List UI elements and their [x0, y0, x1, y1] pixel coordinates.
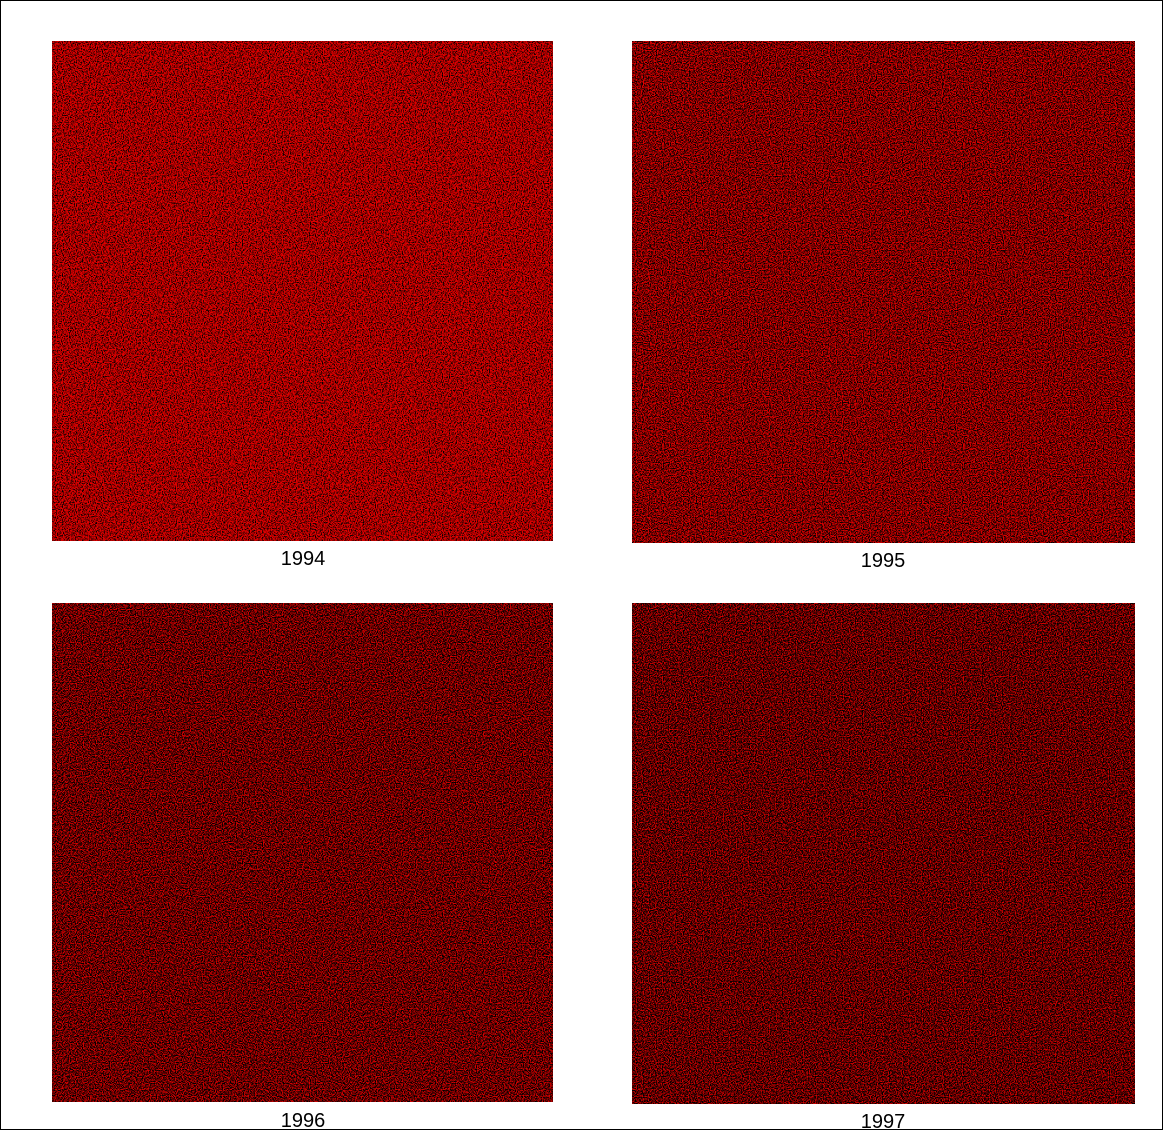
panel-label: 1995	[861, 550, 906, 572]
panel: 1996	[52, 603, 553, 1130]
panel: 1994	[52, 41, 553, 570]
panel-label: 1997	[861, 1111, 906, 1130]
image-texture	[52, 41, 553, 541]
panel: 1997	[632, 603, 1135, 1130]
image-texture	[52, 603, 553, 1102]
image-texture	[632, 603, 1135, 1104]
panel-label: 1996	[281, 1110, 326, 1130]
panel: 1995	[632, 41, 1135, 572]
panel-label: 1994	[281, 548, 326, 570]
image-texture	[632, 41, 1135, 543]
